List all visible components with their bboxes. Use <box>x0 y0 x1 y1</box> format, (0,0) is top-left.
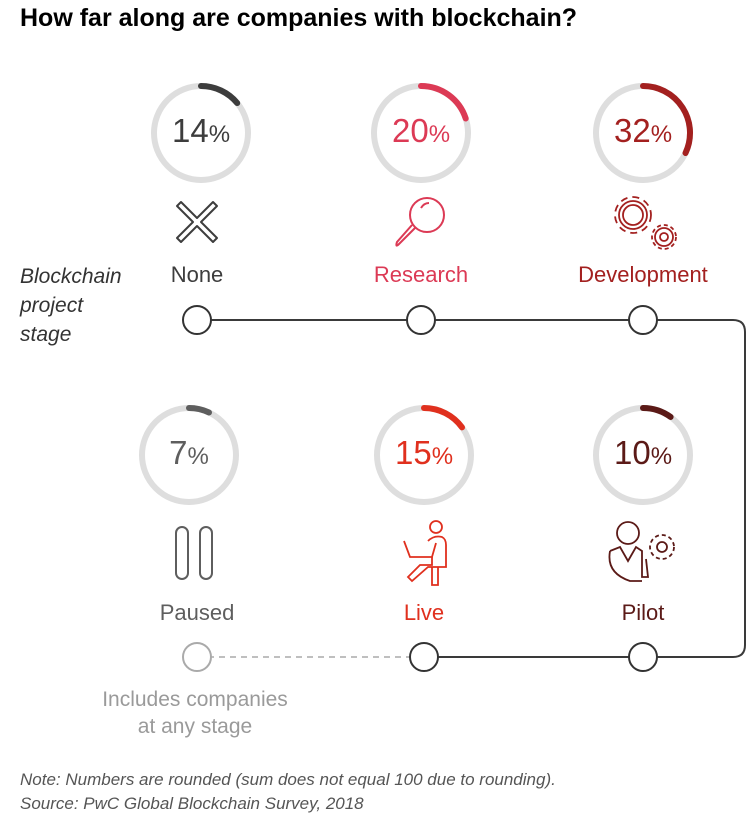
percent-sign: % <box>650 443 673 470</box>
gauge-arc-research <box>418 83 469 122</box>
value-label-live: 15% <box>364 433 484 477</box>
percent-sign: % <box>208 121 231 148</box>
category-label-paused: Paused <box>159 600 235 625</box>
category-label-development: Development <box>578 262 708 287</box>
stage-node-paused <box>182 642 212 672</box>
value-label-pilot: 10% <box>583 433 703 477</box>
value-number: 20 <box>391 112 429 149</box>
percent-sign: % <box>431 443 454 470</box>
percent-sign: % <box>650 121 673 148</box>
percent-sign: % <box>187 443 209 470</box>
category-label-research: Research <box>373 262 469 287</box>
includes-note: Includes companies at any stage <box>60 686 330 740</box>
value-label-none: 14% <box>141 111 261 155</box>
gauge-arc-none <box>198 83 241 107</box>
category-label-none: None <box>170 262 224 287</box>
value-label-research: 20% <box>361 111 481 155</box>
value-label-development: 32% <box>583 111 703 155</box>
gears-icon <box>614 196 677 250</box>
stage-node-research <box>406 305 436 335</box>
stage-axis-label: Blockchain project stage <box>20 262 160 349</box>
value-number: 14 <box>171 112 209 149</box>
stage-label-line: project <box>20 294 84 317</box>
chart-title: How far along are companies with blockch… <box>20 4 578 32</box>
value-number: 15 <box>394 434 432 471</box>
x-icon <box>176 201 218 243</box>
stage-path-line <box>197 319 746 658</box>
note-text: Note: Numbers are rounded (sum does not … <box>20 770 556 789</box>
category-label-pilot: Pilot <box>621 600 665 625</box>
gauge-arc-development <box>640 83 693 157</box>
value-number: 32 <box>613 112 651 149</box>
gauge-arc-paused <box>186 405 213 416</box>
stage-label-line: stage <box>20 323 72 346</box>
stage-node-pilot <box>628 642 658 672</box>
gauge-arc-pilot <box>640 405 674 420</box>
stage-label-line: Blockchain <box>20 265 122 288</box>
stage-path <box>197 319 746 658</box>
person-laptop-icon <box>403 520 447 586</box>
stage-node-none <box>182 305 212 335</box>
magnifier-icon <box>395 197 445 247</box>
footnote: Note: Numbers are rounded (sum does not … <box>20 768 556 816</box>
stage-node-development <box>628 305 658 335</box>
includes-note-line: at any stage <box>137 715 253 738</box>
gauge-arc-live <box>421 405 466 431</box>
source-text: Source: PwC Global Blockchain Survey, 20… <box>20 794 364 813</box>
value-number: 10 <box>613 434 651 471</box>
percent-sign: % <box>428 121 451 148</box>
category-label-live: Live <box>403 600 445 625</box>
person-gear-icon <box>608 521 675 582</box>
stage-node-live <box>409 642 439 672</box>
includes-note-line: Includes companies <box>102 688 288 711</box>
value-label-paused: 7% <box>129 433 249 477</box>
pause-icon <box>175 526 213 580</box>
value-number: 7 <box>169 434 188 471</box>
